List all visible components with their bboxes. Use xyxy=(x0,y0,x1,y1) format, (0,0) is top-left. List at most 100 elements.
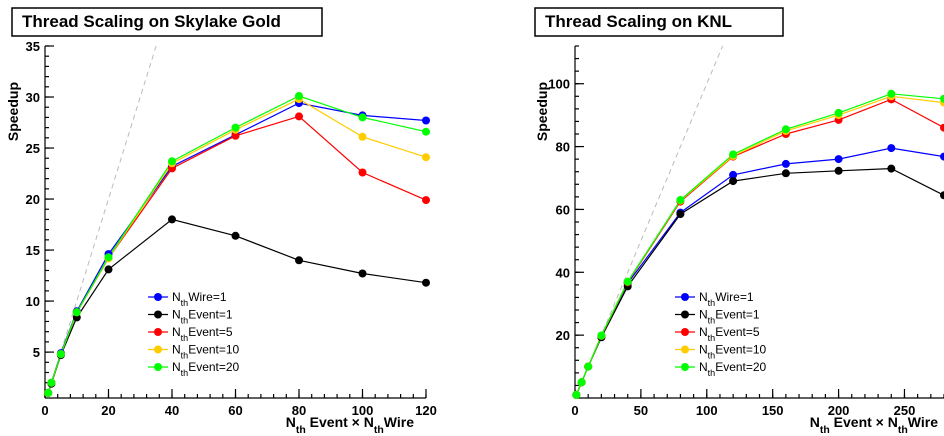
x-tick-label: 0 xyxy=(41,403,48,418)
y-tick-label: 20 xyxy=(26,192,40,207)
data-point xyxy=(168,157,176,166)
series-line-5 xyxy=(47,95,427,394)
data-point xyxy=(422,153,430,162)
legend-label: NthEvent=20 xyxy=(699,360,767,378)
chart-panel-1: Thread Scaling on Skylake Gold 5 10 15 20 25 3… xyxy=(5,7,437,436)
legend-label: NthEvent=10 xyxy=(699,343,767,361)
y-tick-label: 60 xyxy=(556,202,570,217)
data-point xyxy=(422,127,430,136)
legend-marker xyxy=(154,363,162,371)
data-point xyxy=(104,253,113,262)
y-tick-label: 10 xyxy=(26,294,40,309)
chart-title-box xyxy=(11,7,323,37)
x-tick-label: 40 xyxy=(165,403,179,418)
data-point xyxy=(358,113,367,122)
chart-title: Thread Scaling on KNL xyxy=(545,12,732,31)
data-point xyxy=(781,159,790,168)
legend-marker xyxy=(681,310,689,319)
legend-label: NthEvent=10 xyxy=(172,343,240,361)
data-point xyxy=(358,269,367,278)
y-tick-label: 30 xyxy=(26,90,40,105)
data-point xyxy=(422,116,430,125)
y-tick-label: 100 xyxy=(548,77,570,92)
legend-marker xyxy=(154,310,162,319)
chart-title: Thread Scaling on Skylake Gold xyxy=(22,12,281,31)
data-point xyxy=(572,390,581,399)
x-tick-label: 150 xyxy=(762,403,784,418)
legend-label: NthEvent=5 xyxy=(172,325,233,343)
data-point xyxy=(887,144,896,153)
legend-label: NthWire=1 xyxy=(172,290,227,308)
y-tick-label: 35 xyxy=(26,39,40,54)
data-point xyxy=(577,378,586,387)
x-tick-label: 80 xyxy=(292,403,306,418)
data-point xyxy=(295,112,303,121)
data-point xyxy=(940,94,944,103)
data-point xyxy=(358,168,367,177)
data-point xyxy=(781,169,790,178)
data-point xyxy=(781,125,790,134)
x-tick-label: 20 xyxy=(101,403,115,418)
legend-marker xyxy=(681,345,689,354)
chart-title-box xyxy=(534,7,784,37)
data-point xyxy=(940,191,944,200)
data-point xyxy=(231,231,240,240)
series-line-1 xyxy=(575,147,944,396)
y-axis-title: Speedup xyxy=(5,82,21,141)
y-tick-label: 80 xyxy=(556,140,570,155)
data-point xyxy=(358,132,367,141)
data-point xyxy=(887,164,896,173)
legend-marker xyxy=(154,345,162,354)
y-tick-label: 25 xyxy=(26,141,40,156)
data-point xyxy=(729,177,738,186)
legend-marker xyxy=(681,363,689,371)
data-point xyxy=(940,123,944,132)
chart-panel-2: Thread Scaling on KNL 20 40 60 80 100 0 50 100 15… xyxy=(534,7,944,436)
data-point xyxy=(422,196,430,205)
data-point xyxy=(231,131,240,140)
data-point xyxy=(44,388,53,397)
x-tick-label: 60 xyxy=(228,403,242,418)
data-point xyxy=(834,108,843,117)
legend-marker xyxy=(154,293,162,301)
data-point xyxy=(597,331,606,340)
legend-label: NthWire=1 xyxy=(699,290,754,308)
legend-marker xyxy=(154,328,162,336)
x-tick-label: 0 xyxy=(571,403,578,418)
x-tick-label: 100 xyxy=(696,403,718,418)
data-point xyxy=(422,278,430,287)
data-point xyxy=(729,150,738,159)
data-point xyxy=(729,170,738,179)
data-point xyxy=(834,155,843,164)
data-point xyxy=(104,265,113,274)
legend-marker xyxy=(681,293,689,301)
y-tick-label: 20 xyxy=(556,328,570,343)
data-point xyxy=(295,92,303,100)
data-point xyxy=(834,166,843,175)
x-axis-title: Nth Event × NthWire xyxy=(810,414,938,436)
data-point xyxy=(47,378,56,387)
data-point xyxy=(887,89,896,98)
legend-label: NthEvent=5 xyxy=(699,325,760,343)
legend-label: NthEvent=20 xyxy=(172,360,240,378)
x-tick-label: 120 xyxy=(415,403,437,418)
data-point xyxy=(676,196,685,204)
data-point xyxy=(584,362,593,371)
data-point xyxy=(56,350,65,359)
x-tick-label: 200 xyxy=(828,403,850,418)
x-axis-title: Nth Event × NthWire xyxy=(286,414,414,436)
x-tick-label: 50 xyxy=(634,403,648,418)
y-tick-label: 5 xyxy=(33,345,40,360)
data-point xyxy=(940,152,944,161)
y-tick-label: 15 xyxy=(26,243,40,258)
data-point xyxy=(231,123,240,132)
legend-marker xyxy=(681,328,689,336)
y-axis-title: Speedup xyxy=(534,82,550,141)
data-point xyxy=(295,256,303,265)
data-point xyxy=(168,215,176,224)
legend: NthWire=1NthEvent=1NthEvent=5NthEvent=10… xyxy=(148,290,240,378)
data-point xyxy=(72,308,81,317)
legend-label: NthEvent=1 xyxy=(172,308,233,326)
data-point xyxy=(676,210,685,219)
